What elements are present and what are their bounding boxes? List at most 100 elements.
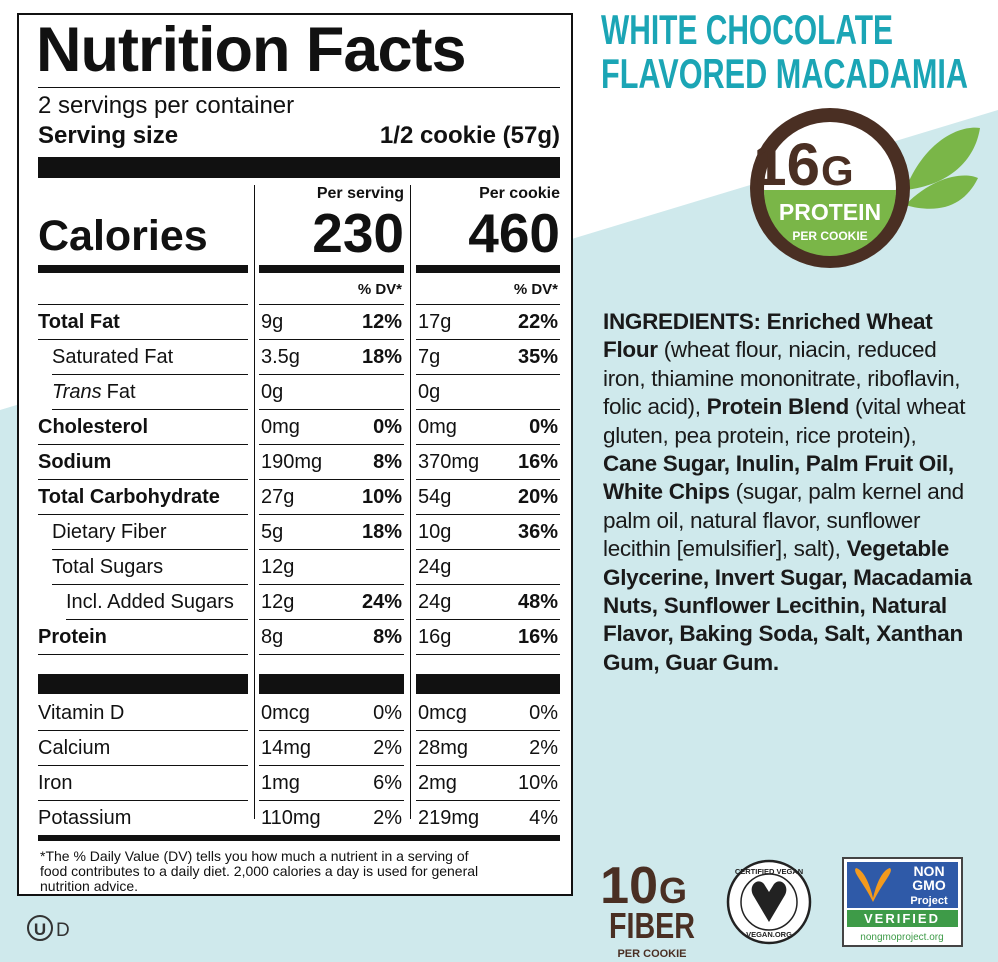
daily-value: 2% [373, 807, 402, 829]
amount: 2mg [418, 772, 457, 794]
row-rule [38, 444, 248, 445]
amount: 14mg [261, 737, 312, 759]
nutrient-name-text: Total Sugars [52, 556, 164, 578]
kosher-symbol: U [34, 920, 46, 939]
row-rule [52, 584, 248, 585]
amount: 0mg [418, 416, 457, 438]
row-rule [259, 479, 404, 480]
row-rule [38, 730, 248, 731]
row-rule [416, 374, 560, 375]
amount: 0mg [261, 416, 300, 438]
nutrient-name: Dietary Fiber [52, 521, 166, 544]
column-divider [253, 185, 255, 819]
row-rule [259, 654, 404, 655]
daily-value: 22% [517, 311, 558, 333]
row-rule [259, 765, 404, 766]
amount: 219mg [418, 807, 480, 829]
daily-value: 4% [529, 807, 558, 829]
gmo-line: NON [913, 863, 944, 879]
row-rule [38, 339, 248, 340]
nutrient-name-text: Fat [106, 381, 136, 403]
row-rule [259, 730, 404, 731]
footnote: food contributes to a daily diet. 2,000 … [40, 863, 479, 879]
butterfly [855, 868, 891, 902]
fiber-amount: 10 [600, 857, 658, 915]
row-rule [416, 584, 560, 585]
row-rule [38, 304, 248, 305]
gmo-text-bg [899, 862, 958, 908]
nutrient-name: Incl. Added Sugars [66, 591, 234, 614]
protein-label: PROTEIN [779, 199, 881, 225]
calories-value: 460 [468, 202, 560, 264]
nutrient-name-text: Sodium [38, 451, 112, 473]
gmo-line: Project [910, 895, 948, 907]
row-rule [259, 374, 404, 375]
daily-value: 8% [373, 451, 402, 473]
nutrition-label: Nutrition Facts 2 servings per container S… [17, 13, 573, 896]
dv-header: % DV* [357, 281, 402, 298]
amount: 3.5g [261, 346, 300, 368]
calories-value: 230 [312, 202, 404, 264]
amount: 16g [418, 626, 452, 648]
nutrient-name-text: Incl. Added Sugars [66, 591, 234, 613]
amount: 10g [418, 521, 452, 543]
nutrient-name-text: Total Fat [38, 311, 120, 333]
row-rule [416, 619, 560, 620]
amount: 1mg [261, 772, 300, 794]
row-rule [38, 765, 248, 766]
row-rule [38, 479, 248, 480]
row-rule [52, 374, 248, 375]
row-rule [416, 654, 560, 655]
vegan-heart [751, 881, 787, 922]
ingredient-text: Vegetable Glycerine, Invert Sugar, Macad… [603, 536, 972, 675]
gmo-url: nongmoproject.org [860, 932, 943, 943]
row-rule [416, 514, 560, 515]
row-rule [52, 409, 248, 410]
row-rule [38, 514, 248, 515]
amount: 5g [261, 521, 284, 543]
daily-value: 8% [373, 626, 402, 648]
nutrient-name: Total Fat [38, 311, 120, 334]
footnote: nutrition advice. [40, 878, 139, 894]
amount: 0mcg [418, 702, 467, 724]
badge-band [764, 190, 896, 256]
nutrient-name: Iron [38, 772, 72, 795]
serving-size-value: 1/2 cookie (57g) [379, 122, 560, 149]
amount: 7g [418, 346, 441, 368]
product-title: WHITE CHOCOLATE [601, 6, 893, 53]
daily-value: 10% [361, 486, 402, 508]
dv-header: % DV* [513, 281, 558, 298]
thick-rule [416, 674, 560, 694]
vegan-badge [726, 859, 812, 945]
column-divider [410, 185, 411, 819]
row-rule [52, 549, 248, 550]
row-rule [416, 409, 560, 410]
row-rule [416, 730, 560, 731]
label-title: Nutrition Facts [36, 15, 467, 85]
kosher-circle [27, 915, 53, 941]
nutrient-name: Potassium [38, 807, 131, 830]
amount: 24g [418, 556, 452, 578]
row-rule [259, 584, 404, 585]
thick-rule [38, 157, 560, 178]
daily-value: 10% [517, 772, 558, 794]
nutrient-name-text: Total Carbohydrate [38, 486, 220, 508]
calories-label: Calories [38, 212, 208, 260]
amount: 8g [261, 626, 284, 648]
row-rule [416, 444, 560, 445]
amount: 370mg [418, 451, 480, 473]
row-rule [259, 304, 404, 305]
daily-value: 0% [373, 416, 402, 438]
nutrient-name-text: Potassium [38, 807, 132, 829]
fiber-sub: PER COOKIE [617, 948, 686, 960]
daily-value: 6% [373, 772, 402, 794]
row-rule [416, 549, 560, 550]
non-gmo-badge [842, 857, 963, 947]
calories-rule [38, 265, 248, 273]
daily-value: 0% [373, 702, 402, 724]
amount: 110mg [261, 807, 321, 829]
nutrient-name-text: Iron [38, 772, 73, 794]
daily-value: 24% [361, 591, 402, 613]
ingredient-text: Cane Sugar, Inulin, Palm Fruit Oil, Whit… [603, 451, 954, 505]
